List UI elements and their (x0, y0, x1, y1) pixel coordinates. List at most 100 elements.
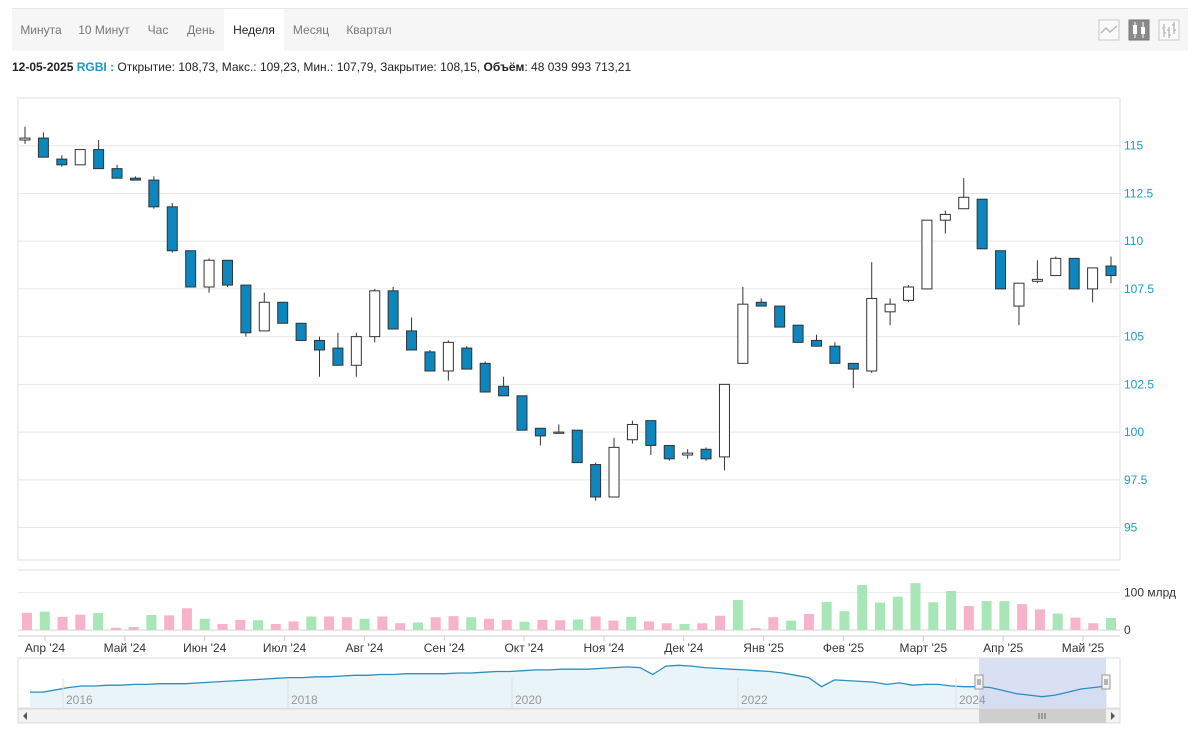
candle (406, 330, 418, 351)
volume-bar (697, 623, 708, 630)
scroll-left-arrow-icon[interactable] (23, 712, 27, 720)
volume-bar (217, 624, 228, 630)
x-tick-label: Июн '24 (183, 641, 227, 655)
candle (111, 168, 123, 179)
tab-quarter[interactable]: Квартал (346, 23, 392, 37)
volume-bar (786, 620, 797, 630)
candle (755, 301, 767, 307)
tab-week[interactable]: Неделя (224, 9, 284, 51)
volume-bar (430, 617, 441, 630)
volume-bar (395, 623, 406, 630)
navigator-area (30, 665, 1107, 708)
volume-bar (341, 617, 352, 630)
candle (1013, 282, 1025, 307)
x-tick-label: Окт '24 (504, 641, 544, 655)
info-high-label: Макс.: (221, 60, 257, 74)
tab-hour[interactable]: Час (147, 23, 169, 37)
y-tick-label: 100 (1124, 425, 1144, 439)
tab-day[interactable]: День (187, 23, 215, 37)
candle (1050, 257, 1062, 277)
volume-bar (359, 618, 370, 630)
navigator-handle[interactable] (1101, 674, 1111, 690)
navigator-selection (979, 658, 1106, 708)
price-plot-area (17, 97, 1121, 561)
info-volume-label: Объём (483, 60, 525, 74)
candle (37, 137, 49, 158)
info-low-label: Мин.: (303, 60, 334, 74)
candle (19, 137, 31, 141)
candle (295, 322, 307, 341)
candle (700, 448, 712, 460)
volume-bar (946, 591, 957, 630)
volume-bar (555, 620, 566, 630)
candle (976, 198, 988, 250)
tab-month[interactable]: Месяц (292, 23, 330, 37)
candle (314, 339, 326, 351)
y-tick-label: 115 (1124, 139, 1143, 153)
volume-bar (928, 602, 939, 630)
x-tick-label: Май '25 (1062, 641, 1105, 655)
candle (626, 423, 638, 441)
candle (884, 303, 896, 313)
candle (148, 179, 160, 208)
volume-bar (590, 616, 601, 630)
tab-10-minutes[interactable]: 10 Минут (78, 23, 130, 37)
volume-bar (306, 616, 317, 630)
candle (939, 213, 951, 221)
candle (645, 420, 657, 446)
volume-bar (199, 618, 210, 630)
candle (590, 464, 602, 498)
info-low: 107,79, (336, 60, 377, 74)
candle (903, 286, 915, 301)
candlestick-icon[interactable] (1128, 19, 1150, 41)
volume-bar (572, 619, 583, 630)
y-tick-label: 95 (1124, 521, 1138, 535)
volume-bar (181, 608, 192, 630)
volume-bar (1052, 613, 1063, 630)
ohlc-bars-icon[interactable] (1158, 19, 1180, 41)
candle (866, 297, 878, 372)
candle (682, 452, 694, 456)
volume-bar (874, 602, 885, 630)
info-close-label: Закрытие: (380, 60, 437, 74)
volume-bar (377, 616, 388, 630)
candle (369, 290, 381, 338)
x-tick-label: Фев '25 (823, 641, 864, 655)
candle (608, 446, 620, 498)
volume-bar (626, 616, 637, 630)
volume-bar (93, 613, 104, 630)
y-tick-label: 105 (1124, 330, 1144, 344)
tab-minute[interactable]: Минута (20, 23, 62, 37)
line-chart-icon[interactable] (1098, 19, 1120, 41)
candle (1105, 265, 1117, 277)
scroll-right-arrow-icon[interactable] (1111, 712, 1115, 720)
volume-bar (324, 616, 335, 630)
candle (461, 347, 473, 370)
candle (534, 427, 546, 437)
candle (829, 345, 841, 364)
scrollbar-track[interactable] (17, 708, 1121, 724)
candle (847, 362, 859, 370)
info-close: 108,15, (440, 60, 481, 74)
x-tick-label: Июл '24 (263, 641, 307, 655)
navigator-handle[interactable] (974, 674, 984, 690)
volume-bar (1017, 604, 1028, 630)
candle (442, 341, 454, 372)
navigator-line (30, 664, 1108, 698)
x-tick-label: Апр '24 (25, 641, 65, 655)
volume-bar (892, 596, 903, 630)
candle (166, 206, 178, 252)
candle (1087, 267, 1099, 290)
x-tick-label: Март '25 (899, 641, 947, 655)
x-tick-label: Янв '25 (743, 641, 784, 655)
volume-bar (519, 621, 530, 630)
candle (240, 284, 252, 334)
x-tick-label: Апр '25 (983, 641, 1023, 655)
volume-bar (839, 611, 850, 630)
volume-bar (750, 628, 761, 630)
info-high: 109,23, (259, 60, 300, 74)
candle (387, 290, 399, 330)
volume-bar (75, 614, 86, 630)
volume-bar (57, 616, 68, 630)
